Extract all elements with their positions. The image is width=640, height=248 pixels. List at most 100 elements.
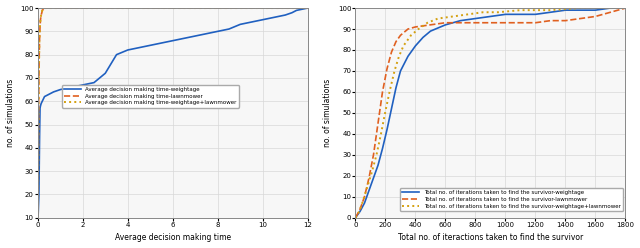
Total no. of iterations taken to find the survivor-weightage+lawnmower <box>399 44 407 47</box>
Average decision making time-lawnmower <box>35 58 43 61</box>
Total no. of iterations taken to find the survivor-lawnmower <box>456 21 464 24</box>
Total no. of iterations taken to find the survivor-weightage+lawnmower <box>621 6 629 9</box>
Total no. of iterations taken to find the survivor-weightage+lawnmower <box>516 9 524 12</box>
Average decision making time-weightage+lawnmower <box>37 16 45 19</box>
Average decision making time-weightage+lawnmower <box>34 202 42 205</box>
Total no. of iterations taken to find the survivor-weightage+lawnmower <box>386 88 394 91</box>
Average decision making time-weightage <box>270 16 278 19</box>
Average decision making time-weightage <box>56 88 64 91</box>
Total no. of iterations taken to find the survivor-weightage+lawnmower <box>364 185 371 188</box>
Line: Total no. of iterations taken to find the survivor-lawnmower: Total no. of iterations taken to find th… <box>355 8 625 218</box>
Average decision making time-weightage <box>304 6 312 9</box>
Line: Total no. of iterations taken to find the survivor-weightage: Total no. of iterations taken to find th… <box>355 8 625 218</box>
Average decision making time-weightage <box>259 18 267 21</box>
Total no. of iterations taken to find the survivor-lawnmower <box>388 51 396 54</box>
Total no. of iterations taken to find the survivor-lawnmower <box>591 15 599 18</box>
Average decision making time-lawnmower <box>36 25 44 28</box>
Total no. of iterations taken to find the survivor-weightage+lawnmower <box>415 28 422 31</box>
Average decision making time-weightage <box>203 32 211 35</box>
Total no. of iterations taken to find the survivor-weightage <box>532 13 540 16</box>
Total no. of iterations taken to find the survivor-weightage+lawnmower <box>377 132 385 135</box>
Average decision making time-weightage <box>236 23 244 26</box>
Average decision making time-weightage+lawnmower <box>36 21 44 24</box>
Average decision making time-weightage <box>288 11 296 14</box>
Average decision making time-lawnmower <box>36 37 44 40</box>
Total no. of iterations taken to find the survivor-weightage+lawnmower <box>372 153 380 156</box>
Total no. of iterations taken to find the survivor-weightage <box>370 176 378 179</box>
Total no. of iterations taken to find the survivor-weightage <box>547 11 554 14</box>
Total no. of iterations taken to find the survivor-weightage <box>516 13 524 16</box>
Total no. of iterations taken to find the survivor-lawnmower <box>486 21 494 24</box>
Average decision making time-lawnmower <box>41 6 49 9</box>
Average decision making time-lawnmower <box>36 18 44 21</box>
Average decision making time-weightage+lawnmower <box>41 6 49 9</box>
Total no. of iterations taken to find the survivor-lawnmower <box>516 21 524 24</box>
Total no. of iterations taken to find the survivor-weightage <box>379 147 387 150</box>
Legend: Average decision making time-weightage, Average decision making time-lawnmower, : Average decision making time-weightage, … <box>62 85 239 107</box>
Total no. of iterations taken to find the survivor-weightage <box>442 23 449 26</box>
Total no. of iterations taken to find the survivor-lawnmower <box>547 19 554 22</box>
Total no. of iterations taken to find the survivor-weightage <box>591 9 599 12</box>
Total no. of iterations taken to find the survivor-lawnmower <box>442 21 449 24</box>
Average decision making time-weightage <box>113 53 120 56</box>
Average decision making time-lawnmower <box>304 6 312 9</box>
Total no. of iterations taken to find the survivor-weightage <box>361 202 369 205</box>
Total no. of iterations taken to find the survivor-weightage <box>374 164 382 167</box>
Line: Total no. of iterations taken to find the survivor-weightage+lawnmower: Total no. of iterations taken to find th… <box>355 8 625 218</box>
Average decision making time-weightage+lawnmower <box>36 28 44 31</box>
X-axis label: Total no. of iteractions taken to find the survivor: Total no. of iteractions taken to find t… <box>398 233 583 243</box>
Average decision making time-weightage+lawnmower <box>37 14 45 17</box>
Average decision making time-weightage <box>101 72 109 75</box>
Total no. of iterations taken to find the survivor-lawnmower <box>621 6 629 9</box>
Total no. of iterations taken to find the survivor-lawnmower <box>532 21 540 24</box>
Total no. of iterations taken to find the survivor-lawnmower <box>356 208 364 211</box>
Average decision making time-weightage <box>35 193 43 196</box>
Total no. of iterations taken to find the survivor-weightage+lawnmower <box>464 13 472 16</box>
Total no. of iterations taken to find the survivor-weightage <box>388 107 396 110</box>
Total no. of iterations taken to find the survivor-weightage <box>486 15 494 18</box>
Total no. of iterations taken to find the survivor-weightage+lawnmower <box>424 21 431 24</box>
Line: Average decision making time-lawnmower: Average decision making time-lawnmower <box>38 8 308 218</box>
Average decision making time-lawnmower <box>43 6 51 9</box>
Total no. of iterations taken to find the survivor-weightage <box>427 30 435 32</box>
Total no. of iterations taken to find the survivor-lawnmower <box>397 34 404 37</box>
Average decision making time-weightage <box>79 83 86 86</box>
Average decision making time-weightage <box>147 44 154 47</box>
Average decision making time-weightage <box>35 212 42 215</box>
Average decision making time-weightage <box>38 100 46 103</box>
Average decision making time-weightage <box>248 21 255 24</box>
Total no. of iterations taken to find the survivor-weightage <box>404 55 412 58</box>
Average decision making time-weightage <box>157 41 165 44</box>
Total no. of iterations taken to find the survivor-weightage <box>419 36 427 39</box>
Average decision making time-weightage <box>36 104 44 107</box>
Average decision making time-weightage <box>135 46 143 49</box>
Total no. of iterations taken to find the survivor-weightage+lawnmower <box>479 11 487 14</box>
Total no. of iterations taken to find the survivor-weightage <box>607 6 614 9</box>
Average decision making time-weightage+lawnmower <box>35 72 43 75</box>
Total no. of iterations taken to find the survivor-weightage <box>383 128 391 131</box>
Average decision making time-weightage <box>169 39 177 42</box>
Y-axis label: no. of simulations: no. of simulations <box>323 79 332 147</box>
Average decision making time-lawnmower <box>38 9 46 12</box>
Total no. of iterations taken to find the survivor-lawnmower <box>577 17 584 20</box>
Total no. of iterations taken to find the survivor-weightage <box>412 44 419 47</box>
Average decision making time-weightage <box>180 37 188 40</box>
Total no. of iterations taken to find the survivor-lawnmower <box>361 195 369 198</box>
Average decision making time-weightage <box>37 102 45 105</box>
Total no. of iterations taken to find the survivor-lawnmower <box>383 67 391 70</box>
Total no. of iterations taken to find the survivor-weightage+lawnmower <box>407 34 415 37</box>
Total no. of iterations taken to find the survivor-lawnmower <box>562 19 570 22</box>
Total no. of iterations taken to find the survivor-weightage+lawnmower <box>577 6 584 9</box>
Average decision making time-lawnmower <box>34 216 42 219</box>
Average decision making time-weightage <box>282 14 289 17</box>
Average decision making time-weightage <box>34 216 42 219</box>
Average decision making time-weightage+lawnmower <box>40 6 47 9</box>
Line: Average decision making time-weightage+lawnmower: Average decision making time-weightage+l… <box>38 8 308 218</box>
Average decision making time-weightage+lawnmower <box>38 11 45 14</box>
Total no. of iterations taken to find the survivor-lawnmower <box>427 23 435 26</box>
Average decision making time-weightage <box>191 34 199 37</box>
Average decision making time-weightage+lawnmower <box>35 41 43 44</box>
Average decision making time-weightage <box>214 30 221 33</box>
Total no. of iterations taken to find the survivor-weightage+lawnmower <box>359 199 367 202</box>
Average decision making time-weightage+lawnmower <box>35 123 42 126</box>
